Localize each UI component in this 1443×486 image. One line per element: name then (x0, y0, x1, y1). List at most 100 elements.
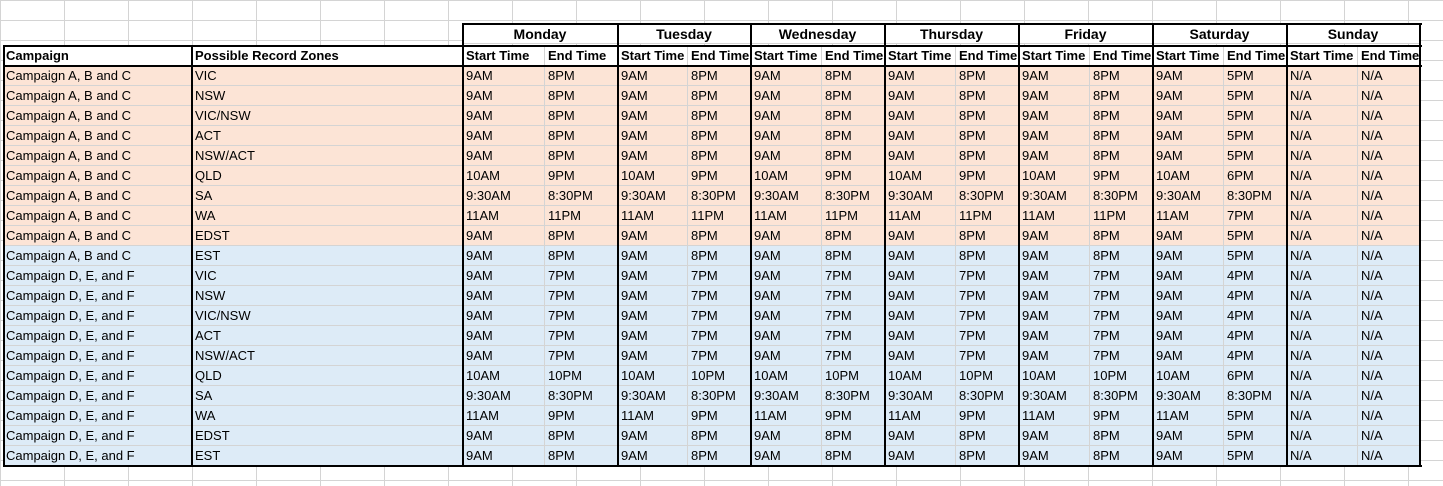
end-time-cell[interactable]: 8PM (688, 226, 751, 246)
start-time-cell[interactable]: 9AM (751, 226, 822, 246)
start-time-cell[interactable]: 9AM (618, 86, 688, 106)
start-time-cell[interactable]: 9AM (751, 146, 822, 166)
start-time-cell[interactable]: 9:30AM (618, 386, 688, 406)
start-time-cell[interactable]: 9AM (618, 246, 688, 266)
end-time-cell[interactable]: 7PM (545, 266, 618, 286)
start-time-cell[interactable]: 9AM (618, 326, 688, 346)
end-time-cell[interactable]: 10PM (1090, 366, 1153, 386)
end-time-header[interactable]: End Time (1224, 46, 1287, 66)
start-time-cell[interactable]: 9:30AM (1153, 386, 1224, 406)
start-time-cell[interactable]: N/A (1287, 326, 1358, 346)
start-time-cell[interactable]: 9AM (1019, 86, 1090, 106)
end-time-cell[interactable]: 7PM (956, 326, 1019, 346)
end-time-cell[interactable]: 7PM (956, 346, 1019, 366)
start-time-cell[interactable]: 10AM (1153, 366, 1224, 386)
end-time-cell[interactable]: 9PM (956, 406, 1019, 426)
end-time-cell[interactable]: 7PM (1090, 326, 1153, 346)
start-time-cell[interactable]: N/A (1287, 286, 1358, 306)
start-time-cell[interactable]: 11AM (885, 406, 956, 426)
start-time-cell[interactable]: N/A (1287, 266, 1358, 286)
start-time-cell[interactable]: 9AM (463, 106, 545, 126)
end-time-cell[interactable]: 8PM (1090, 146, 1153, 166)
start-time-cell[interactable]: 10AM (1019, 166, 1090, 186)
start-time-cell[interactable]: 9AM (1019, 126, 1090, 146)
end-time-cell[interactable]: 4PM (1224, 286, 1287, 306)
start-time-cell[interactable]: 10AM (463, 166, 545, 186)
start-time-cell[interactable]: 9:30AM (885, 186, 956, 206)
start-time-cell[interactable]: 9AM (885, 446, 956, 466)
start-time-cell[interactable]: N/A (1287, 66, 1358, 86)
start-time-cell[interactable]: 11AM (618, 406, 688, 426)
zone-cell[interactable]: EST (192, 246, 463, 266)
start-time-cell[interactable]: 9AM (751, 246, 822, 266)
start-time-cell[interactable]: 9AM (1153, 66, 1224, 86)
end-time-cell[interactable]: 5PM (1224, 246, 1287, 266)
start-time-cell[interactable]: 9AM (885, 66, 956, 86)
end-time-cell[interactable]: 9PM (822, 406, 885, 426)
start-time-cell[interactable]: 10AM (751, 366, 822, 386)
start-time-cell[interactable]: 9AM (1019, 246, 1090, 266)
day-header-friday[interactable]: Friday (1019, 24, 1153, 44)
end-time-cell[interactable]: N/A (1358, 426, 1420, 446)
start-time-cell[interactable]: 10AM (751, 166, 822, 186)
end-time-cell[interactable]: 7PM (688, 346, 751, 366)
campaign-cell[interactable]: Campaign A, B and C (3, 66, 192, 86)
zone-cell[interactable]: VIC/NSW (192, 306, 463, 326)
end-time-cell[interactable]: 8:30PM (1224, 186, 1287, 206)
zone-cell[interactable]: WA (192, 206, 463, 226)
zone-cell[interactable]: SA (192, 186, 463, 206)
end-time-header[interactable]: End Time (822, 46, 885, 66)
start-time-cell[interactable]: 9AM (751, 86, 822, 106)
end-time-cell[interactable]: 8PM (956, 106, 1019, 126)
end-time-cell[interactable]: 5PM (1224, 406, 1287, 426)
start-time-cell[interactable]: 9AM (618, 306, 688, 326)
end-time-cell[interactable]: N/A (1358, 186, 1420, 206)
end-time-cell[interactable]: 8PM (822, 66, 885, 86)
end-time-cell[interactable]: 8PM (956, 426, 1019, 446)
zone-cell[interactable]: VIC (192, 266, 463, 286)
start-time-cell[interactable]: 11AM (1153, 406, 1224, 426)
start-time-cell[interactable]: 9AM (1153, 246, 1224, 266)
start-time-cell[interactable]: 9AM (618, 66, 688, 86)
zone-cell[interactable]: NSW (192, 286, 463, 306)
start-time-cell[interactable]: N/A (1287, 426, 1358, 446)
day-header-saturday[interactable]: Saturday (1153, 24, 1287, 44)
start-time-header[interactable]: Start Time (885, 46, 956, 66)
start-time-cell[interactable]: 9:30AM (885, 386, 956, 406)
end-time-cell[interactable]: 11PM (545, 206, 618, 226)
zones-header[interactable]: Possible Record Zones (192, 46, 463, 66)
zone-cell[interactable]: EDST (192, 226, 463, 246)
end-time-cell[interactable]: 8PM (822, 126, 885, 146)
start-time-cell[interactable]: 9AM (751, 106, 822, 126)
start-time-cell[interactable]: 9AM (885, 306, 956, 326)
start-time-cell[interactable]: N/A (1287, 366, 1358, 386)
start-time-cell[interactable]: 10AM (618, 166, 688, 186)
start-time-cell[interactable]: 9AM (751, 126, 822, 146)
start-time-cell[interactable]: 9AM (463, 86, 545, 106)
start-time-cell[interactable]: 9AM (885, 146, 956, 166)
zone-cell[interactable]: QLD (192, 166, 463, 186)
end-time-cell[interactable]: N/A (1358, 406, 1420, 426)
start-time-cell[interactable]: 9AM (1153, 446, 1224, 466)
end-time-cell[interactable]: 6PM (1224, 366, 1287, 386)
start-time-header[interactable]: Start Time (618, 46, 688, 66)
start-time-cell[interactable]: 9AM (1019, 326, 1090, 346)
end-time-cell[interactable]: 9PM (956, 166, 1019, 186)
campaign-cell[interactable]: Campaign D, E, and F (3, 446, 192, 466)
start-time-cell[interactable]: 9AM (751, 66, 822, 86)
end-time-cell[interactable]: 7PM (822, 326, 885, 346)
end-time-cell[interactable]: 4PM (1224, 266, 1287, 286)
end-time-cell[interactable]: 7PM (956, 286, 1019, 306)
end-time-cell[interactable]: 9PM (822, 166, 885, 186)
end-time-cell[interactable]: N/A (1358, 106, 1420, 126)
start-time-cell[interactable]: N/A (1287, 146, 1358, 166)
day-header-sunday[interactable]: Sunday (1287, 24, 1420, 44)
start-time-cell[interactable]: 9AM (1019, 146, 1090, 166)
start-time-cell[interactable]: 9AM (1019, 346, 1090, 366)
end-time-cell[interactable]: 8:30PM (956, 186, 1019, 206)
start-time-cell[interactable]: 9AM (1019, 226, 1090, 246)
start-time-cell[interactable]: 11AM (885, 206, 956, 226)
start-time-cell[interactable]: 9AM (1153, 106, 1224, 126)
start-time-cell[interactable]: 9AM (751, 266, 822, 286)
campaign-header[interactable]: Campaign (3, 46, 192, 66)
